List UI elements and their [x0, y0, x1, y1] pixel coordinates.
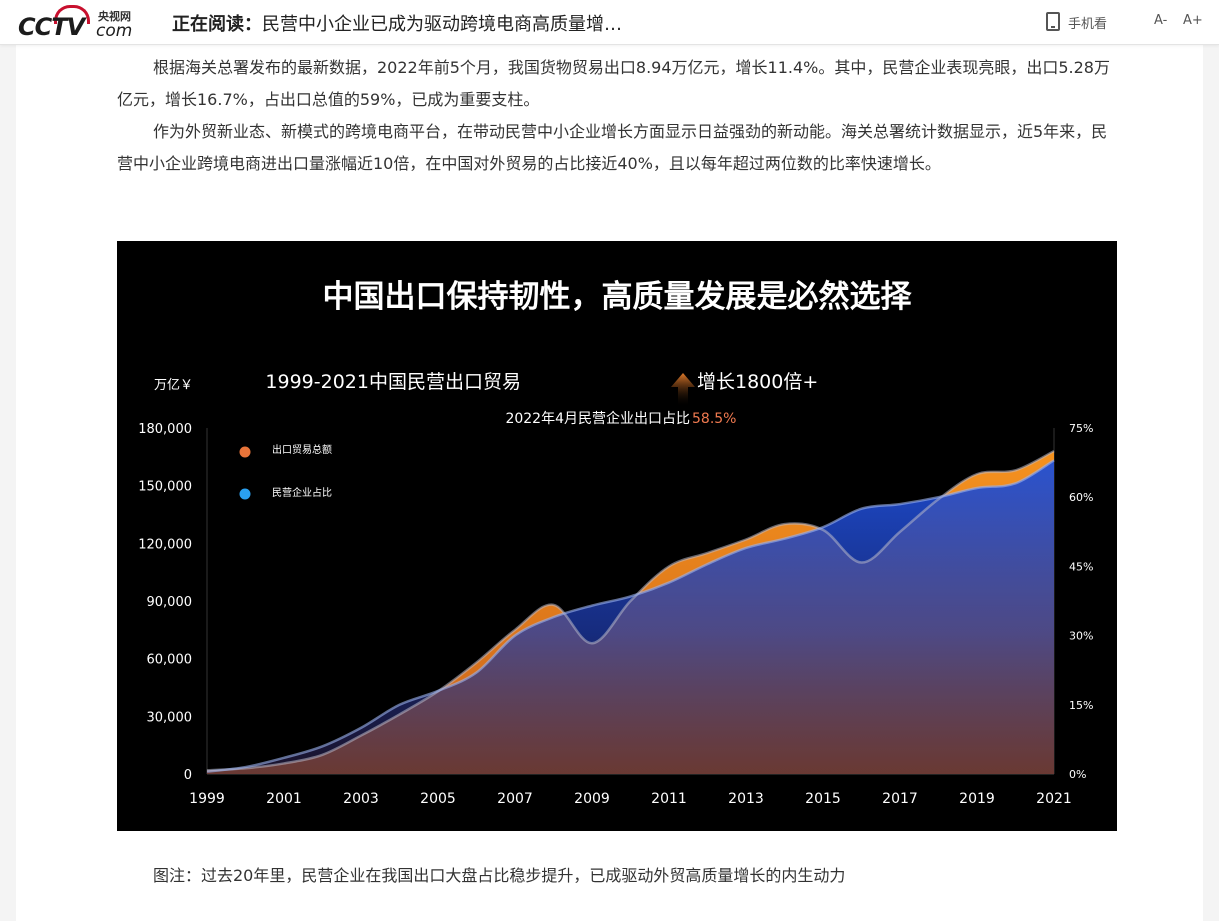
logo-arc-icon — [54, 5, 90, 24]
x-axis-tick-label: 2011 — [651, 791, 687, 807]
article-paragraph: 根据海关总署发布的最新数据，2022年前5个月，我国货物贸易出口8.94万亿元，… — [117, 58, 1110, 109]
chart-subtitle2-prefix: 2022年4月民营企业出口占比 — [505, 410, 690, 427]
cctv-logo[interactable]: CCTV 央视网 com — [18, 5, 136, 41]
chart-title: 中国出口保持韧性，高质量发展是必然选择 — [323, 279, 913, 315]
chart-subtitle2-value: 58.5% — [692, 411, 736, 427]
chart-figure: 中国出口保持韧性，高质量发展是必然选择 1999-2021中国民营出口贸易 增长… — [117, 241, 1117, 831]
private-share-line — [206, 459, 1055, 773]
legend-marker-share — [239, 488, 251, 500]
font-increase-button[interactable]: A+ — [1183, 13, 1203, 28]
figure-caption: 图注：过去20年里，民营企业在我国出口大盘占比稳步提升，已成驱动外贸高质量增长的… — [153, 866, 846, 885]
x-axis-tick-label: 1999 — [189, 791, 225, 807]
left-axis-tick-label: 0 — [184, 768, 192, 783]
left-axis-unit-label: 万亿￥ — [154, 378, 193, 393]
x-axis-tick-label: 2015 — [805, 791, 841, 807]
right-axis-tick-label: 75% — [1069, 422, 1093, 435]
x-axis-tick-label: 2009 — [574, 791, 610, 807]
x-axis-tick-label: 2017 — [882, 791, 918, 807]
legend-label-export: 出口贸易总额 — [272, 443, 332, 456]
left-axis-tick-label: 30,000 — [147, 710, 193, 725]
left-axis-tick-label: 90,000 — [147, 595, 193, 610]
chart-svg: 中国出口保持韧性，高质量发展是必然选择 1999-2021中国民营出口贸易 增长… — [138, 279, 1093, 807]
reading-label: 正在阅读： — [172, 14, 262, 35]
x-axis-tick-label: 2013 — [728, 791, 764, 807]
chart-subtitle-growth: 增长1800倍+ — [697, 371, 818, 393]
x-axis-tick-label: 2003 — [343, 791, 379, 807]
legend-label-share: 民营企业占比 — [272, 486, 332, 499]
logo-cn-text: 央视网 — [98, 10, 131, 23]
chart-subtitle-main: 1999-2021中国民营出口贸易 — [265, 371, 521, 393]
right-axis-tick-label: 30% — [1069, 630, 1093, 643]
left-axis-tick-label: 150,000 — [138, 480, 192, 495]
right-axis-tick-label: 60% — [1069, 491, 1093, 504]
mobile-view-button[interactable]: 手机看 — [1046, 12, 1107, 32]
article-paragraph: 作为外贸新业态、新模式的跨境电商平台，在带动民营中小企业增长方面显示日益强劲的新… — [117, 122, 1108, 173]
chart-areas — [206, 449, 1055, 774]
x-axis-tick-label: 2001 — [266, 791, 302, 807]
reading-now: 正在阅读：民营中小企业已成为驱动跨境电商高质量增… — [172, 10, 622, 36]
mobile-phone-icon — [1046, 12, 1060, 31]
x-axis-tick-label: 2019 — [959, 791, 995, 807]
private-share-area — [207, 460, 1054, 774]
x-axis-tick-label: 2021 — [1036, 791, 1072, 807]
x-axis-tick-label: 2005 — [420, 791, 456, 807]
legend-marker-export — [239, 446, 251, 458]
top-bar: CCTV 央视网 com 正在阅读：民营中小企业已成为驱动跨境电商高质量增… 手… — [0, 0, 1219, 45]
mobile-view-label: 手机看 — [1068, 17, 1108, 32]
logo-com-text: com — [96, 21, 133, 41]
right-axis-tick-label: 0% — [1069, 768, 1086, 781]
x-axis-tick-label: 2007 — [497, 791, 533, 807]
article-content: 根据海关总署发布的最新数据，2022年前5个月，我国货物贸易出口8.94万亿元，… — [16, 44, 1203, 921]
font-decrease-button[interactable]: A- — [1154, 13, 1168, 28]
left-axis-tick-label: 180,000 — [138, 422, 192, 437]
right-axis-tick-label: 45% — [1069, 560, 1093, 573]
reading-title[interactable]: 民营中小企业已成为驱动跨境电商高质量增… — [262, 14, 622, 35]
export-total-line — [206, 449, 1055, 772]
right-axis-tick-label: 15% — [1069, 699, 1093, 712]
logo-mark: CCTV — [18, 13, 85, 41]
left-axis-tick-label: 60,000 — [147, 653, 193, 668]
left-axis-tick-label: 120,000 — [138, 537, 192, 552]
up-arrow-icon — [671, 373, 695, 407]
